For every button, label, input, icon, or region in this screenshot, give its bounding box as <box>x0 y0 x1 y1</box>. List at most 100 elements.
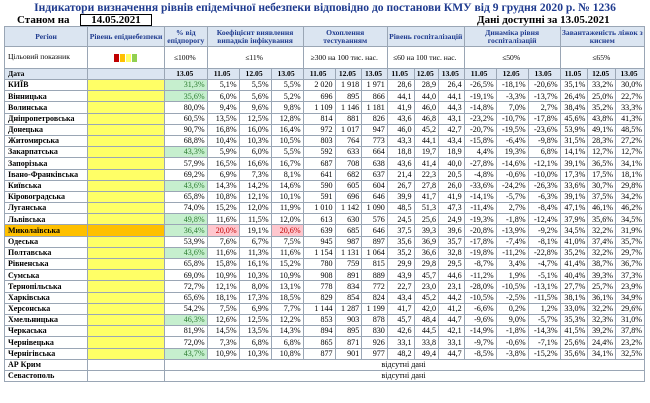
level-indicator <box>87 347 165 360</box>
coef-cell: 10,9% <box>270 269 304 282</box>
coef-cell: 18,1% <box>206 291 240 304</box>
header-fund: % від епідпорогу <box>163 26 208 47</box>
beds-cell: 35,7% <box>615 235 645 248</box>
target-hosp: ≤60 на 100 тис. нас. <box>386 46 465 69</box>
testing-cell: 605 <box>334 179 363 192</box>
beds-cell: 39,1% <box>559 190 589 204</box>
beds-cell: 29,6% <box>615 302 645 315</box>
hosp-cell: 33,1 <box>386 336 415 349</box>
coef-cell: 14,3% <box>206 179 240 192</box>
testing-cell: 664 <box>361 146 388 159</box>
fund-cell: 53,9% <box>163 235 208 248</box>
level-indicator <box>87 157 165 170</box>
testing-cell: 1 090 <box>361 202 388 215</box>
beds-cell: 30,0% <box>615 78 645 92</box>
level-indicator <box>87 269 165 282</box>
fund-cell: 36,4% <box>163 224 208 237</box>
hosp-cell: 33,8 <box>413 336 440 349</box>
legend-swatch <box>125 54 131 62</box>
table-row: Волинська 80,0% 9,4% 9,6% 9,8% 1 109 1 146 1 18… <box>3 101 645 114</box>
hosp-cell: 43,3 <box>386 134 415 148</box>
fund-cell: 31,3% <box>163 78 208 92</box>
date-coef-2: 13.05 <box>270 68 304 80</box>
region-name: Херсонська <box>3 302 89 315</box>
dyn-cell: -1,8% <box>495 325 529 338</box>
beds-cell: 35,1% <box>559 78 589 92</box>
dyn-cell: -24,2% <box>495 179 529 192</box>
dyn-cell: -20,7% <box>463 123 497 136</box>
coef-cell: 12,1% <box>238 190 272 204</box>
coef-cell: 10,1% <box>270 190 304 204</box>
coef-cell: 6,7% <box>238 235 272 248</box>
beds-cell: 38,4% <box>559 101 589 114</box>
hosp-cell: 43,6 <box>386 157 415 170</box>
hosp-cell: 25,6 <box>413 213 440 226</box>
coef-cell: 10,4% <box>206 134 240 148</box>
hosp-cell: 26,0 <box>438 179 465 192</box>
level-indicator <box>87 123 165 136</box>
target-beds: ≤65% <box>559 46 646 69</box>
level-indicator <box>87 112 165 125</box>
hosp-cell: 51,3 <box>413 202 440 215</box>
testing-cell: 639 <box>302 224 336 237</box>
dyn-cell: 2,7% <box>527 101 561 114</box>
fund-cell: 72,0% <box>163 336 208 349</box>
beds-cell: 38,7% <box>587 257 617 271</box>
beds-cell: 33,6% <box>559 179 589 192</box>
testing-cell: 591 <box>302 190 336 204</box>
dyn-cell: -4,8% <box>463 168 497 181</box>
coef-cell: 6,8% <box>270 336 304 349</box>
date-empty <box>87 68 165 80</box>
beds-cell: 39,3% <box>587 269 617 282</box>
coef-cell: 8,0% <box>238 280 272 293</box>
beds-cell: 34,9% <box>615 291 645 304</box>
status-date: 14.05.2021 <box>80 14 152 26</box>
hosp-cell: 43,4 <box>438 134 465 148</box>
date-dyn-1: 12.05 <box>495 68 529 80</box>
beds-cell: 29,8% <box>615 179 645 192</box>
coef-cell: 7,7% <box>270 302 304 315</box>
coef-cell: 16,0% <box>238 123 272 136</box>
level-indicator <box>87 257 165 271</box>
hosp-cell: 43,9 <box>386 269 415 282</box>
testing-cell: 778 <box>302 280 336 293</box>
testing-cell: 1 154 <box>302 246 336 260</box>
hosp-cell: 36,6 <box>413 246 440 260</box>
dyn-cell: -19,5% <box>495 123 529 136</box>
beds-cell: 33,2% <box>587 78 617 92</box>
beds-cell: 12,7% <box>587 146 617 159</box>
table-row: Черкаська 81,9% 14,5% 13,5% 14,3% 894 895 830 42… <box>3 325 645 338</box>
fund-cell: 54,2% <box>163 302 208 315</box>
coef-cell: 14,3% <box>270 325 304 338</box>
beds-cell: 34,1% <box>615 157 645 170</box>
hosp-cell: 44,5 <box>413 325 440 338</box>
fund-cell: 43,7% <box>163 347 208 360</box>
hosp-cell: 41,9 <box>438 190 465 204</box>
hosp-cell: 41,9 <box>386 101 415 114</box>
fund-cell: 60,5% <box>163 112 208 125</box>
coef-cell: 11,6% <box>206 213 240 226</box>
dyn-cell: -9,7% <box>463 336 497 349</box>
region-name: Сумська <box>3 269 89 282</box>
fund-cell: 65,8% <box>163 257 208 271</box>
date-beds-1: 12.05 <box>587 68 617 80</box>
dyn-cell: 3,4% <box>495 257 529 271</box>
coef-cell: 11,3% <box>238 246 272 260</box>
no-data-note: відсутні дані <box>163 369 646 383</box>
dyn-cell: -7,4% <box>495 235 529 248</box>
dyn-cell: -23,6% <box>527 123 561 136</box>
testing-cell: 641 <box>302 168 336 181</box>
hosp-cell: 24,9 <box>438 213 465 226</box>
fund-cell: 68,8% <box>163 134 208 148</box>
beds-cell: 36,1% <box>587 291 617 304</box>
coef-cell: 14,2% <box>238 179 272 192</box>
hosp-cell: 44,7 <box>438 313 465 327</box>
hosp-cell: 44,1 <box>413 134 440 148</box>
dyn-cell: -6,6% <box>463 302 497 315</box>
region-name: Волинська <box>3 101 89 114</box>
level-legend <box>87 46 165 69</box>
coef-cell: 7,5% <box>206 302 240 315</box>
coef-cell: 10,3% <box>238 134 272 148</box>
coef-cell: 5,9% <box>206 146 240 159</box>
legend-swatch <box>119 54 125 62</box>
